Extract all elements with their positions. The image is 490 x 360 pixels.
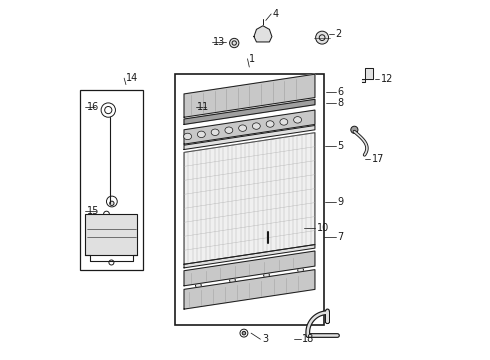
Bar — [175, 74, 324, 325]
Circle shape — [110, 201, 114, 206]
Text: 8: 8 — [338, 98, 343, 108]
Polygon shape — [184, 99, 315, 125]
Polygon shape — [184, 133, 315, 264]
Polygon shape — [362, 68, 373, 82]
Ellipse shape — [184, 133, 192, 140]
Text: 16: 16 — [87, 102, 99, 112]
Text: 1: 1 — [249, 54, 255, 64]
Circle shape — [351, 126, 358, 134]
Text: 9: 9 — [338, 197, 343, 207]
Text: 15: 15 — [87, 206, 99, 216]
Text: 10: 10 — [317, 223, 329, 233]
Polygon shape — [184, 126, 315, 149]
Circle shape — [230, 278, 235, 283]
Circle shape — [242, 331, 245, 335]
Text: 18: 18 — [302, 333, 315, 343]
Ellipse shape — [225, 127, 233, 134]
Text: 17: 17 — [371, 154, 384, 164]
Ellipse shape — [266, 121, 274, 127]
Text: 2: 2 — [335, 29, 342, 39]
Text: 6: 6 — [338, 87, 343, 97]
Circle shape — [298, 267, 303, 273]
Ellipse shape — [294, 117, 301, 123]
Circle shape — [246, 233, 251, 238]
Text: 5: 5 — [338, 140, 344, 150]
Ellipse shape — [239, 125, 246, 131]
Ellipse shape — [197, 131, 205, 138]
Polygon shape — [184, 251, 315, 286]
Polygon shape — [184, 244, 315, 268]
Bar — [85, 214, 137, 255]
Circle shape — [257, 235, 262, 240]
Ellipse shape — [280, 119, 288, 125]
Ellipse shape — [211, 129, 219, 135]
Text: 13: 13 — [214, 37, 226, 47]
Ellipse shape — [252, 123, 260, 129]
Text: 12: 12 — [381, 74, 393, 84]
Circle shape — [264, 272, 270, 278]
Text: 3: 3 — [262, 334, 269, 344]
Polygon shape — [184, 74, 315, 117]
Circle shape — [230, 39, 239, 48]
Bar — [80, 90, 143, 270]
Polygon shape — [184, 110, 315, 144]
Text: 7: 7 — [338, 232, 344, 242]
Polygon shape — [184, 270, 315, 309]
Text: 11: 11 — [197, 102, 210, 112]
Circle shape — [196, 283, 201, 288]
Polygon shape — [254, 26, 272, 42]
Circle shape — [316, 31, 329, 44]
Text: 4: 4 — [273, 9, 279, 19]
Text: 14: 14 — [126, 73, 138, 83]
